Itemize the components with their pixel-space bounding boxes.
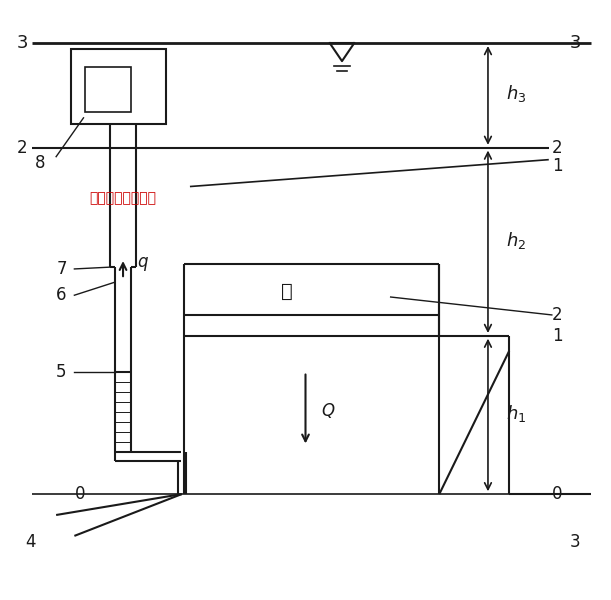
Text: 2: 2	[552, 139, 563, 157]
Text: 4: 4	[26, 533, 36, 551]
Text: 0: 0	[75, 485, 85, 503]
Text: $h_2$: $h_2$	[506, 230, 526, 251]
Text: 2: 2	[552, 306, 563, 324]
Text: 3: 3	[570, 34, 582, 52]
Text: 5: 5	[56, 362, 67, 380]
Text: 1: 1	[552, 327, 563, 345]
Text: 0: 0	[552, 485, 562, 503]
Text: 江苏华云流量计厂: 江苏华云流量计厂	[90, 191, 156, 205]
Text: 7: 7	[56, 260, 67, 278]
Text: 泵: 泵	[281, 281, 293, 301]
Bar	[71, 49, 166, 124]
Text: 2: 2	[16, 139, 27, 157]
Bar	[86, 67, 131, 112]
Text: 3: 3	[570, 533, 580, 551]
Text: $h_3$: $h_3$	[506, 83, 527, 104]
Text: $h_1$: $h_1$	[506, 403, 527, 424]
Text: 3: 3	[16, 34, 28, 52]
Text: 8: 8	[35, 154, 45, 172]
Text: 1: 1	[552, 157, 563, 175]
Text: $Q$: $Q$	[321, 401, 335, 420]
Text: 6: 6	[56, 286, 67, 304]
Text: $q$: $q$	[137, 255, 149, 273]
